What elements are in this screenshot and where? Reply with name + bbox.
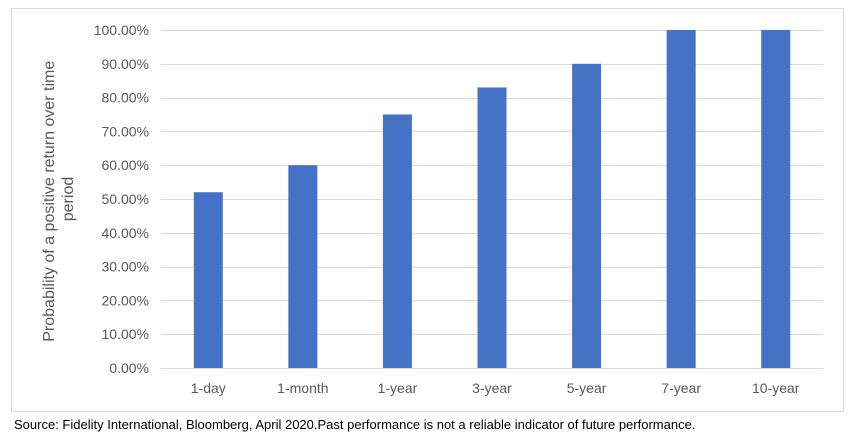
source-note: Source: Fidelity International, Bloomber… bbox=[14, 417, 696, 432]
x-tick-label: 1-month bbox=[277, 380, 328, 396]
y-axis-title: Probability of a positive return over ti… bbox=[41, 56, 77, 341]
x-tick-label: 1-day bbox=[191, 380, 226, 396]
bar-3-year bbox=[477, 87, 507, 369]
y-tick-label: 100.00% bbox=[94, 22, 149, 38]
y-tick-label: 10.00% bbox=[102, 326, 149, 342]
y-tick-label: 0.00% bbox=[109, 360, 149, 376]
bar-7-year bbox=[666, 30, 696, 368]
x-tick-label: 7-year bbox=[661, 380, 701, 396]
chart-area bbox=[11, 8, 844, 412]
bar-1-year bbox=[382, 114, 412, 368]
y-axis-title-line-2: period bbox=[60, 177, 77, 221]
bar-1-day bbox=[193, 192, 223, 368]
y-axis-title-line-1: Probability of a positive return over ti… bbox=[41, 61, 58, 342]
bars bbox=[193, 30, 791, 369]
bar-1-month bbox=[288, 165, 318, 368]
y-tick-label: 60.00% bbox=[102, 157, 149, 173]
y-tick-label: 70.00% bbox=[102, 123, 149, 139]
y-tick-label: 90.00% bbox=[102, 56, 149, 72]
y-tick-label: 50.00% bbox=[102, 191, 149, 207]
x-tick-label: 1-year bbox=[378, 380, 418, 396]
y-axis-ticks: 0.00% 10.00% 20.00% 30.00% 40.00% 50.00% 60.00… bbox=[94, 22, 149, 376]
y-tick-label: 30.00% bbox=[102, 259, 149, 275]
y-tick-label: 20.00% bbox=[102, 292, 149, 308]
x-axis-ticks: 1-day 1-month 1-year 3-year 5-year 7-year 10-y… bbox=[191, 380, 800, 396]
y-tick-label: 80.00% bbox=[102, 90, 149, 106]
x-tick-label: 10-year bbox=[752, 380, 800, 396]
x-tick-label: 3-year bbox=[472, 380, 512, 396]
bar-10-year bbox=[761, 30, 791, 368]
y-tick-label: 40.00% bbox=[102, 225, 149, 241]
bar-5-year bbox=[572, 63, 602, 369]
x-tick-label: 5-year bbox=[567, 380, 607, 396]
